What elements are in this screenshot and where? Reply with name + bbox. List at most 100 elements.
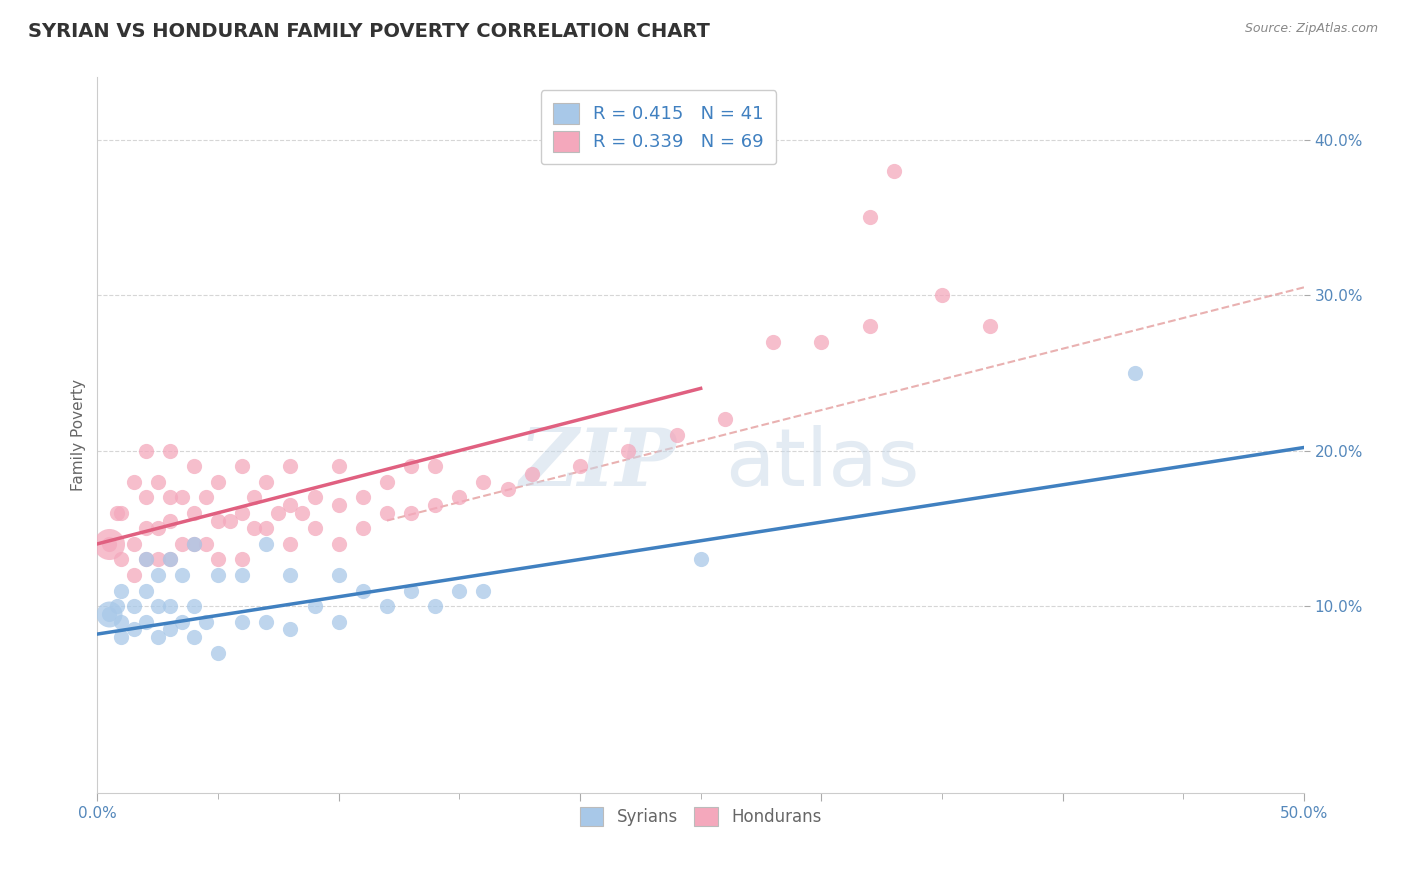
Point: [304, 599, 326, 613]
Legend: Syrians, Hondurans: Syrians, Hondurans: [571, 798, 830, 834]
Point: [207, 475, 229, 489]
Point: [375, 475, 398, 489]
Point: [267, 506, 290, 520]
Point: [135, 521, 157, 535]
Point: [328, 615, 350, 629]
Point: [207, 568, 229, 582]
Point: [219, 514, 242, 528]
Point: [207, 552, 229, 566]
Point: [110, 552, 132, 566]
Point: [159, 623, 181, 637]
Text: SYRIAN VS HONDURAN FAMILY POVERTY CORRELATION CHART: SYRIAN VS HONDURAN FAMILY POVERTY CORREL…: [28, 22, 710, 41]
Point: [98, 607, 121, 621]
Point: [159, 490, 181, 504]
Point: [352, 583, 374, 598]
Point: [280, 459, 302, 474]
Point: [110, 583, 132, 598]
Point: [231, 459, 253, 474]
Point: [304, 521, 326, 535]
Point: [122, 623, 145, 637]
Point: [183, 537, 205, 551]
Point: [689, 552, 711, 566]
Point: [472, 475, 495, 489]
Point: [254, 615, 277, 629]
Point: [665, 428, 688, 442]
Point: [280, 568, 302, 582]
Point: [98, 537, 121, 551]
Point: [194, 537, 217, 551]
Point: [135, 583, 157, 598]
Point: [713, 412, 735, 426]
Point: [375, 599, 398, 613]
Point: [146, 568, 169, 582]
Point: [110, 630, 132, 644]
Point: [183, 599, 205, 613]
Point: [194, 615, 217, 629]
Y-axis label: Family Poverty: Family Poverty: [72, 379, 86, 491]
Point: [183, 630, 205, 644]
Point: [425, 498, 447, 512]
Point: [375, 506, 398, 520]
Point: [231, 568, 253, 582]
Point: [520, 467, 543, 481]
Point: [122, 537, 145, 551]
Point: [280, 498, 302, 512]
Point: [183, 506, 205, 520]
Point: [328, 537, 350, 551]
Point: [254, 537, 277, 551]
Point: [194, 490, 217, 504]
Point: [159, 552, 181, 566]
Point: [399, 459, 422, 474]
Point: [135, 490, 157, 504]
Point: [170, 568, 193, 582]
Text: atlas: atlas: [724, 425, 920, 503]
Point: [159, 443, 181, 458]
Point: [979, 319, 1001, 334]
Point: [291, 506, 314, 520]
Point: [352, 490, 374, 504]
Point: [105, 506, 128, 520]
Point: [105, 599, 128, 613]
Point: [858, 211, 880, 225]
Point: [231, 506, 253, 520]
Point: [159, 514, 181, 528]
Point: [399, 506, 422, 520]
Point: [425, 459, 447, 474]
Point: [304, 490, 326, 504]
Point: [328, 498, 350, 512]
Point: [146, 599, 169, 613]
Point: [98, 607, 121, 621]
Point: [425, 599, 447, 613]
Point: [122, 568, 145, 582]
Point: [569, 459, 592, 474]
Point: [231, 615, 253, 629]
Point: [883, 163, 905, 178]
Point: [170, 615, 193, 629]
Point: [135, 552, 157, 566]
Point: [762, 334, 785, 349]
Point: [207, 514, 229, 528]
Point: [328, 459, 350, 474]
Point: [352, 521, 374, 535]
Point: [146, 475, 169, 489]
Point: [146, 521, 169, 535]
Point: [170, 490, 193, 504]
Point: [135, 443, 157, 458]
Point: [328, 568, 350, 582]
Point: [110, 615, 132, 629]
Point: [858, 319, 880, 334]
Point: [110, 506, 132, 520]
Point: [254, 521, 277, 535]
Point: [146, 552, 169, 566]
Point: [159, 599, 181, 613]
Point: [207, 646, 229, 660]
Point: [170, 537, 193, 551]
Point: [183, 537, 205, 551]
Point: [146, 630, 169, 644]
Point: [243, 521, 266, 535]
Point: [98, 537, 121, 551]
Point: [254, 475, 277, 489]
Point: [280, 537, 302, 551]
Point: [449, 583, 471, 598]
Point: [931, 288, 953, 302]
